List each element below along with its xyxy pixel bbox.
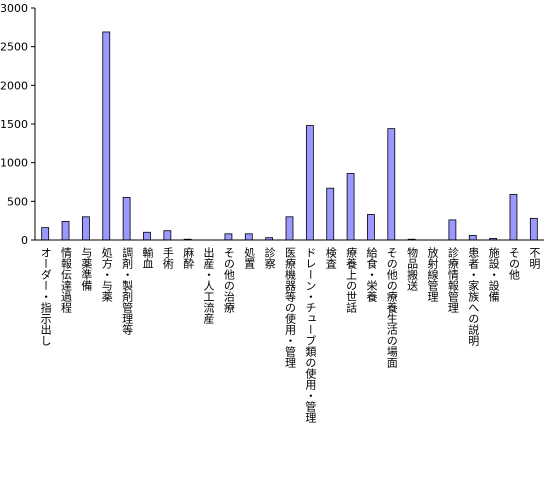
bar: [143, 231, 151, 241]
x-category-label: 出産・人工流産: [202, 247, 216, 324]
x-category-label: 療養上の世話: [344, 247, 358, 313]
y-tick-label: 1000: [0, 157, 28, 170]
x-category-label: 給食・栄養: [364, 247, 378, 302]
x-category-label: 麻酔: [181, 247, 195, 269]
bars: [41, 31, 538, 241]
bar: [346, 173, 355, 241]
x-category-label: 診察: [263, 247, 277, 269]
x-category-label: オーダー・指示出し: [39, 247, 53, 346]
bar: [82, 216, 90, 241]
x-category-label: 医療機器等の使用・管理: [283, 247, 297, 368]
bar: [244, 233, 253, 241]
y-tick-label: 3000: [0, 2, 28, 15]
y-tick-label: 1500: [0, 118, 28, 131]
x-category-label: 手術: [161, 247, 175, 269]
bar: [387, 128, 396, 241]
x-category-label: 患者・家族への説明: [466, 247, 480, 346]
bar: [285, 216, 294, 241]
x-category-label: その他の治療: [222, 247, 236, 313]
y-tick-label: 0: [21, 234, 28, 247]
bar: [122, 197, 131, 241]
bar: [224, 233, 233, 241]
bar: [509, 193, 518, 241]
y-tick-label: 2000: [0, 79, 28, 92]
x-category-label: 診療情報管理: [446, 247, 460, 313]
bar: [326, 187, 335, 241]
bar: [529, 217, 538, 241]
x-category-label: その他: [507, 247, 521, 280]
x-category-label: 調剤・製剤管理等: [120, 247, 134, 335]
x-category-label: 輸血: [140, 247, 154, 269]
bar: [468, 234, 477, 241]
x-category-label: 与薬準備: [79, 247, 93, 291]
y-axis-ticks: 0 500 1000 1500 2000 2500 3000: [0, 2, 35, 247]
x-category-label: その他の療養生活の場面: [385, 247, 399, 368]
x-category-label: 情報伝達過程: [59, 247, 73, 313]
x-category-label: 処置: [242, 247, 256, 269]
bar: [61, 221, 70, 241]
bar: [367, 214, 375, 241]
bar: [102, 31, 111, 241]
x-category-label: 放射線管理: [426, 247, 440, 302]
bar: [163, 230, 172, 241]
x-category-label: ドレーン・チューブ類の使用・管理: [303, 247, 317, 423]
bar: [305, 125, 314, 241]
y-tick-label: 2500: [0, 41, 28, 54]
x-category-label: 不明: [527, 247, 541, 269]
bar: [41, 227, 50, 241]
x-category-label: 物品搬送: [405, 247, 419, 291]
x-category-label: 施設・設備: [487, 247, 501, 302]
x-category-label: 検査: [324, 247, 338, 269]
x-category-label: 処方・与薬: [100, 247, 114, 302]
y-tick-label: 500: [7, 195, 28, 208]
bar: [448, 219, 457, 241]
